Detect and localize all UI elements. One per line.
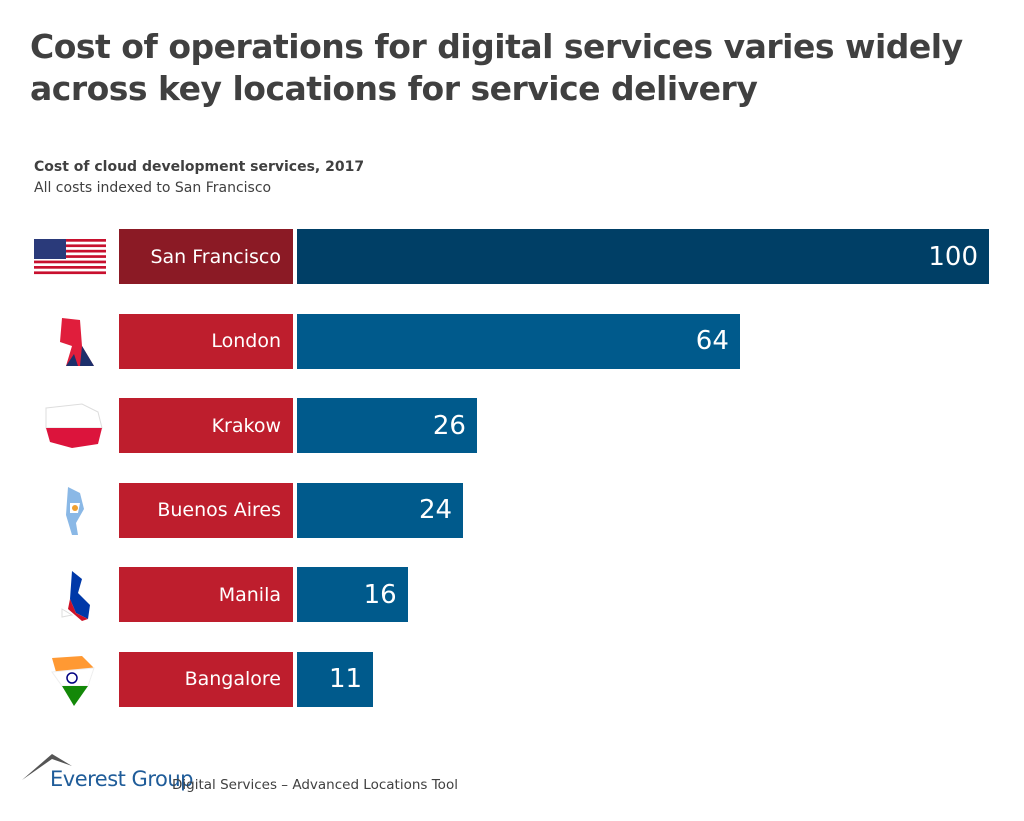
category-label: Bangalore bbox=[119, 651, 293, 707]
bar: 100 bbox=[297, 229, 989, 284]
usa-flag-map-icon bbox=[34, 239, 106, 277]
bar: 11 bbox=[297, 651, 374, 707]
poland-flag-map-icon bbox=[45, 403, 103, 448]
bar: 16 bbox=[297, 567, 408, 622]
page-title: Cost of operations for digital services … bbox=[30, 27, 963, 108]
bar: 24 bbox=[297, 482, 464, 538]
everest-mountain-icon bbox=[22, 754, 72, 780]
bar: 26 bbox=[297, 398, 477, 453]
bar: 64 bbox=[297, 313, 740, 369]
category-label: London bbox=[119, 313, 293, 369]
chart-title: Cost of cloud development services, 2017 bbox=[34, 159, 365, 175]
data-label: 16 bbox=[363, 579, 397, 610]
chart-subtitle: All costs indexed to San Francisco bbox=[34, 180, 272, 196]
data-label: 26 bbox=[432, 410, 466, 441]
footer: Everest Group Digital Services – Advance… bbox=[20, 752, 470, 802]
argentina-flag-map-icon bbox=[66, 486, 84, 535]
data-label: 64 bbox=[695, 326, 729, 356]
india-flag-map-icon bbox=[51, 655, 95, 706]
footer-tool-name: Digital Services – Advanced Locations To… bbox=[172, 777, 458, 793]
data-label: 24 bbox=[418, 495, 453, 525]
category-label: Krakow bbox=[119, 398, 293, 453]
data-label: 11 bbox=[329, 664, 363, 694]
category-label: Manila bbox=[119, 567, 293, 622]
category-label: San Francisco bbox=[119, 229, 293, 284]
category-label: Buenos Aires bbox=[119, 482, 293, 538]
everest-group-logo: Everest Group bbox=[50, 767, 194, 791]
data-label: 100 bbox=[928, 241, 978, 272]
uk-flag-map-icon bbox=[60, 317, 94, 366]
philippines-flag-map-icon bbox=[61, 571, 90, 621]
